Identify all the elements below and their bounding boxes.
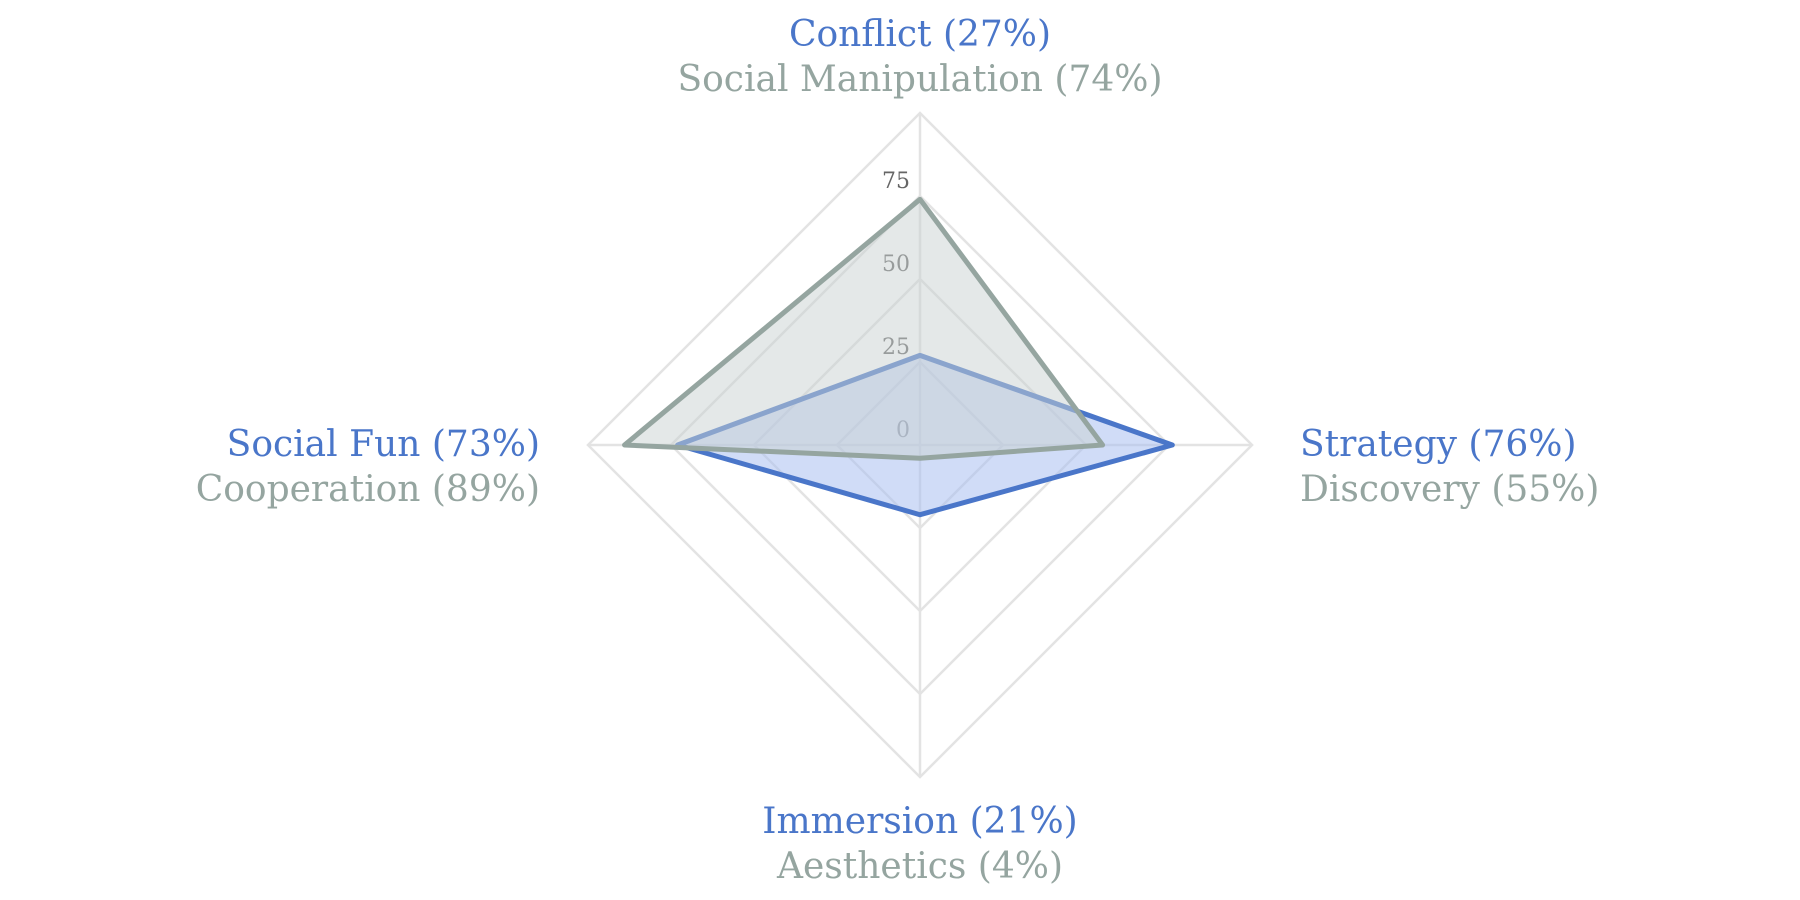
axis-label-primary: Immersion (21%): [762, 801, 1077, 842]
axis-label-secondary: Social Manipulation (74%): [677, 59, 1162, 100]
radar-labels: Conflict (27%)Social Manipulation (74%) S…: [196, 14, 1600, 887]
axis-label-primary: Strategy (76%): [1300, 424, 1577, 465]
axis-label-primary: Conflict (27%): [789, 14, 1051, 55]
axis-label-primary: Social Fun (73%): [227, 424, 540, 465]
axis-label-secondary: Discovery (55%): [1300, 469, 1599, 510]
axis-label-secondary: Aesthetics (4%): [776, 846, 1063, 887]
axis-label-secondary: Cooperation (89%): [196, 469, 540, 510]
series-2-polygon: [622, 196, 1106, 461]
tick-label: 75: [882, 169, 910, 194]
radar-series: [622, 196, 1175, 518]
